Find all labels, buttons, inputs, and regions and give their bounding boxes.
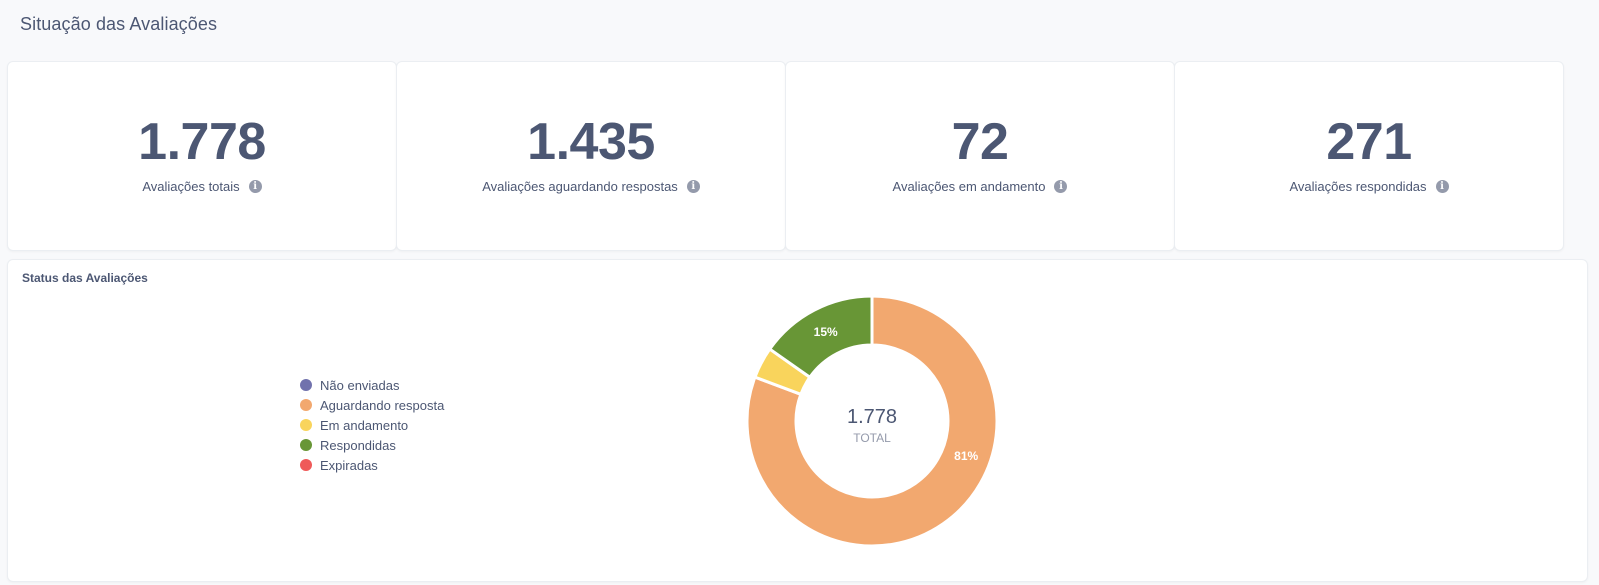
page-title: Situação das Avaliações xyxy=(20,14,218,34)
legend-item[interactable]: Em andamento xyxy=(300,415,444,435)
chart-title: Status das Avaliações xyxy=(22,271,148,285)
kpi-card-total: 1.778 Avaliações totais i xyxy=(7,61,397,251)
legend-item[interactable]: Aguardando resposta xyxy=(300,395,444,415)
legend-dot xyxy=(300,419,312,431)
kpi-label: Avaliações em andamento xyxy=(892,179,1046,194)
info-icon[interactable]: i xyxy=(1054,180,1068,193)
kpi-value: 1.435 xyxy=(527,113,655,171)
donut-data-label: 15% xyxy=(814,325,838,339)
kpi-value: 72 xyxy=(951,113,1009,171)
donut-slice-3[interactable] xyxy=(767,294,874,380)
info-icon[interactable]: i xyxy=(1435,180,1449,193)
kpi-card-answered: 271 Avaliações respondidas i xyxy=(1174,61,1564,251)
legend-dot xyxy=(300,379,312,391)
legend-dot xyxy=(300,439,312,451)
legend-label: Expiradas xyxy=(320,457,378,473)
kpi-card-in-progress: 72 Avaliações em andamento i xyxy=(785,61,1175,251)
donut-chart: 1.778 TOTAL 81% 15% xyxy=(745,294,999,548)
legend-item[interactable]: Não enviadas xyxy=(300,375,444,395)
legend-label: Não enviadas xyxy=(320,377,400,393)
legend-item[interactable]: Respondidas xyxy=(300,435,444,455)
legend-item[interactable]: Expiradas xyxy=(300,455,444,475)
donut-center-label: TOTAL xyxy=(853,431,891,445)
chart-legend: Não enviadas Aguardando resposta Em andame… xyxy=(300,375,444,475)
info-icon[interactable]: i xyxy=(686,180,700,193)
donut-slices xyxy=(745,294,999,548)
kpi-value: 1.778 xyxy=(138,113,266,171)
kpi-card-awaiting: 1.435 Avaliações aguardando respostas i xyxy=(396,61,786,251)
info-icon[interactable]: i xyxy=(248,180,262,193)
legend-label: Aguardando resposta xyxy=(320,397,445,413)
legend-dot xyxy=(300,459,312,471)
kpi-label: Avaliações totais xyxy=(142,179,240,194)
status-chart-card: Status das Avaliações Não enviadas Aguard… xyxy=(7,259,1588,582)
donut-center-value: 1.778 xyxy=(847,406,897,428)
kpi-label: Avaliações respondidas xyxy=(1289,179,1427,194)
legend-dot xyxy=(300,399,312,411)
kpi-label: Avaliações aguardando respostas xyxy=(482,179,678,194)
kpi-value: 271 xyxy=(1326,113,1412,171)
legend-label: Em andamento xyxy=(320,417,409,433)
legend-label: Respondidas xyxy=(320,437,396,453)
donut-slice-1[interactable] xyxy=(745,294,999,548)
donut-data-label: 81% xyxy=(954,449,978,463)
